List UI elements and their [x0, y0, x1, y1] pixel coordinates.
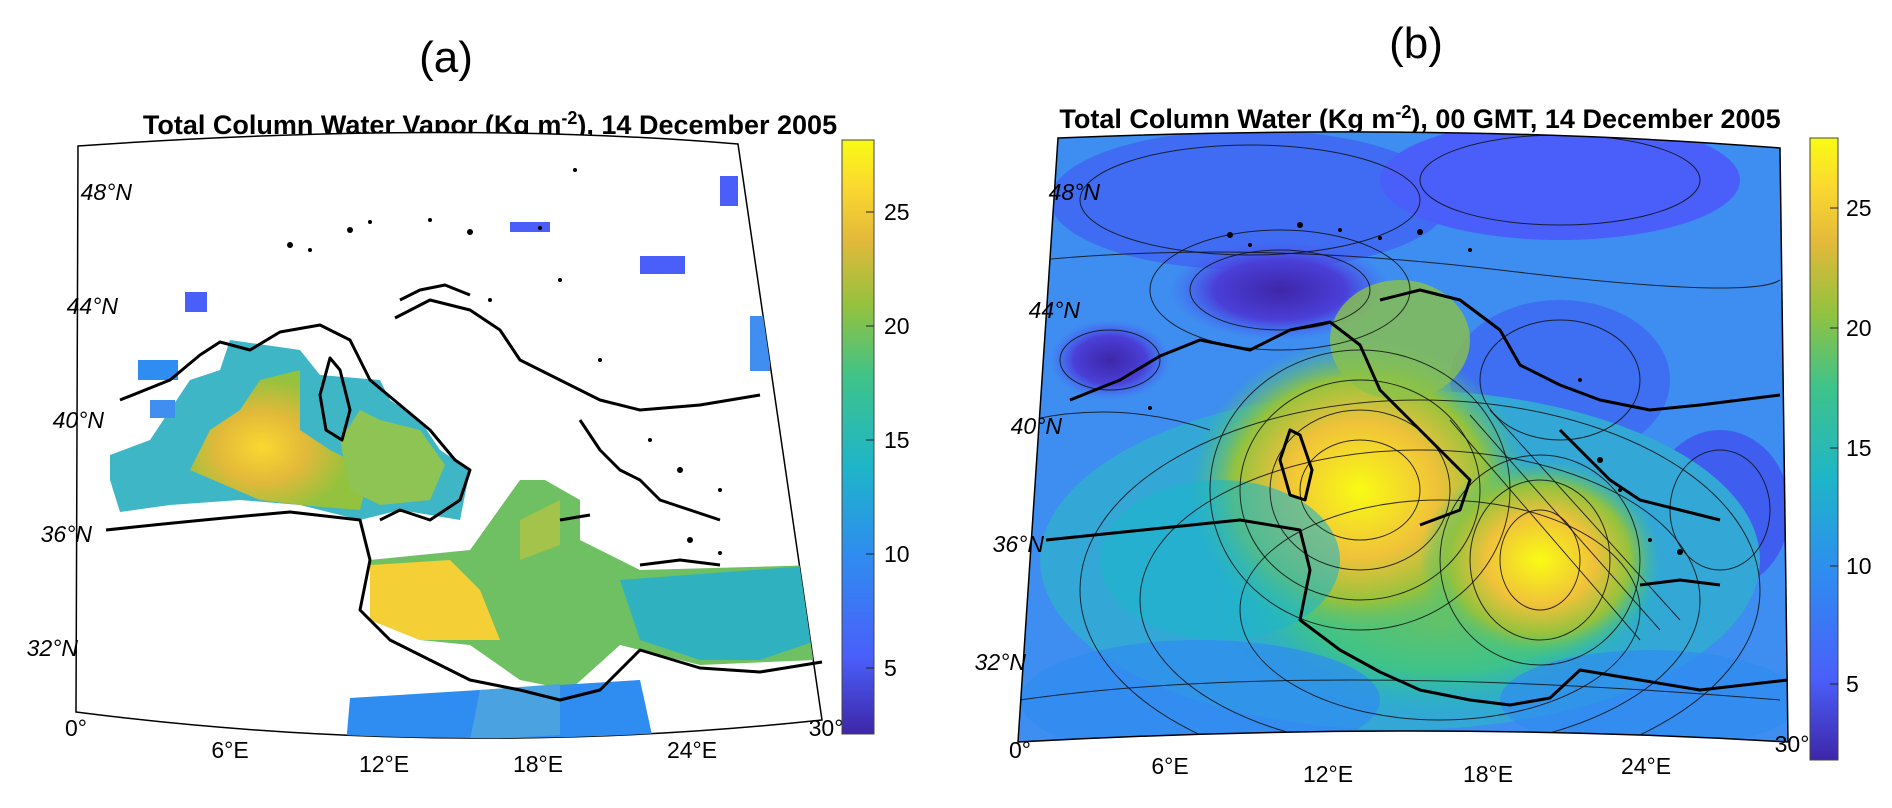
panel-a-lon-label: 30° — [809, 715, 844, 741]
panel-b-colorbar-tick: 5 — [1846, 671, 1859, 697]
panel-b-map-frame — [1017, 131, 1789, 743]
panel-a: (a) Total Column Water Vapor (Kg m-2), 1… — [27, 33, 910, 777]
panel-b-colorbar-tick: 20 — [1846, 315, 1872, 341]
panel-b: (b) Total Column Water (Kg m-2), 00 GMT,… — [975, 19, 1872, 787]
panel-a-label: (a) — [419, 33, 473, 82]
panel-b-lon-label: 24°E — [1621, 753, 1671, 779]
panel-b-contours — [1019, 134, 1781, 742]
panel-a-islands — [287, 168, 722, 555]
panel-a-lat-label: 44°N — [67, 293, 119, 319]
panel-b-lat-label: 48°N — [1049, 179, 1101, 205]
panel-a-lon-label: 0° — [65, 715, 87, 741]
panel-a-colorbar-tick: 20 — [884, 313, 910, 339]
panel-a-lat-label: 32°N — [27, 635, 79, 661]
panel-a-lat-label: 36°N — [41, 521, 93, 547]
panel-a-map — [75, 131, 823, 739]
panel-b-water-field — [1018, 131, 1788, 742]
panel-b-islands — [1148, 222, 1683, 555]
panel-b-lat-label: 32°N — [975, 649, 1027, 675]
panel-b-lat-label: 40°N — [1011, 413, 1063, 439]
panel-b-map — [1017, 131, 1789, 743]
panel-a-lon-label: 24°E — [667, 737, 717, 763]
panel-b-coastline — [1045, 288, 1788, 707]
panel-b-lat-label: 36°N — [993, 531, 1045, 557]
panel-a-lat-label: 40°N — [53, 407, 105, 433]
panel-b-lat-label: 44°N — [1029, 297, 1081, 323]
panel-b-label: (b) — [1389, 19, 1443, 68]
panel-b-lon-label: 0° — [1009, 737, 1031, 763]
panel-a-colorbar-tick: 10 — [884, 541, 910, 567]
panel-b-colorbar-tick: 15 — [1846, 435, 1872, 461]
panel-a-lon-label: 12°E — [359, 751, 409, 777]
panel-b-lon-label: 12°E — [1303, 761, 1353, 787]
panel-b-lon-label: 6°E — [1151, 753, 1188, 779]
panel-a-lon-label: 6°E — [211, 737, 248, 763]
panel-a-lat-label: 48°N — [81, 179, 133, 205]
panel-b-lon-label: 30° — [1775, 731, 1810, 757]
panel-a-colorbar-tick: 15 — [884, 427, 910, 453]
panel-b-colorbar-tick: 10 — [1846, 553, 1872, 579]
panel-b-title: Total Column Water (Kg m-2), 00 GMT, 14 … — [1059, 102, 1780, 134]
panel-b-colorbar: 25 20 15 10 5 — [1809, 137, 1872, 761]
panel-a-colorbar: 25 20 15 10 5 — [841, 139, 910, 735]
panel-a-lon-label: 18°E — [513, 751, 563, 777]
panel-a-coastline — [105, 283, 823, 702]
panel-a-colorbar-tick: 25 — [884, 199, 910, 225]
panel-b-colorbar-tick: 25 — [1846, 195, 1872, 221]
panel-a-colorbar-tick: 5 — [884, 655, 897, 681]
panel-b-lon-label: 18°E — [1463, 761, 1513, 787]
